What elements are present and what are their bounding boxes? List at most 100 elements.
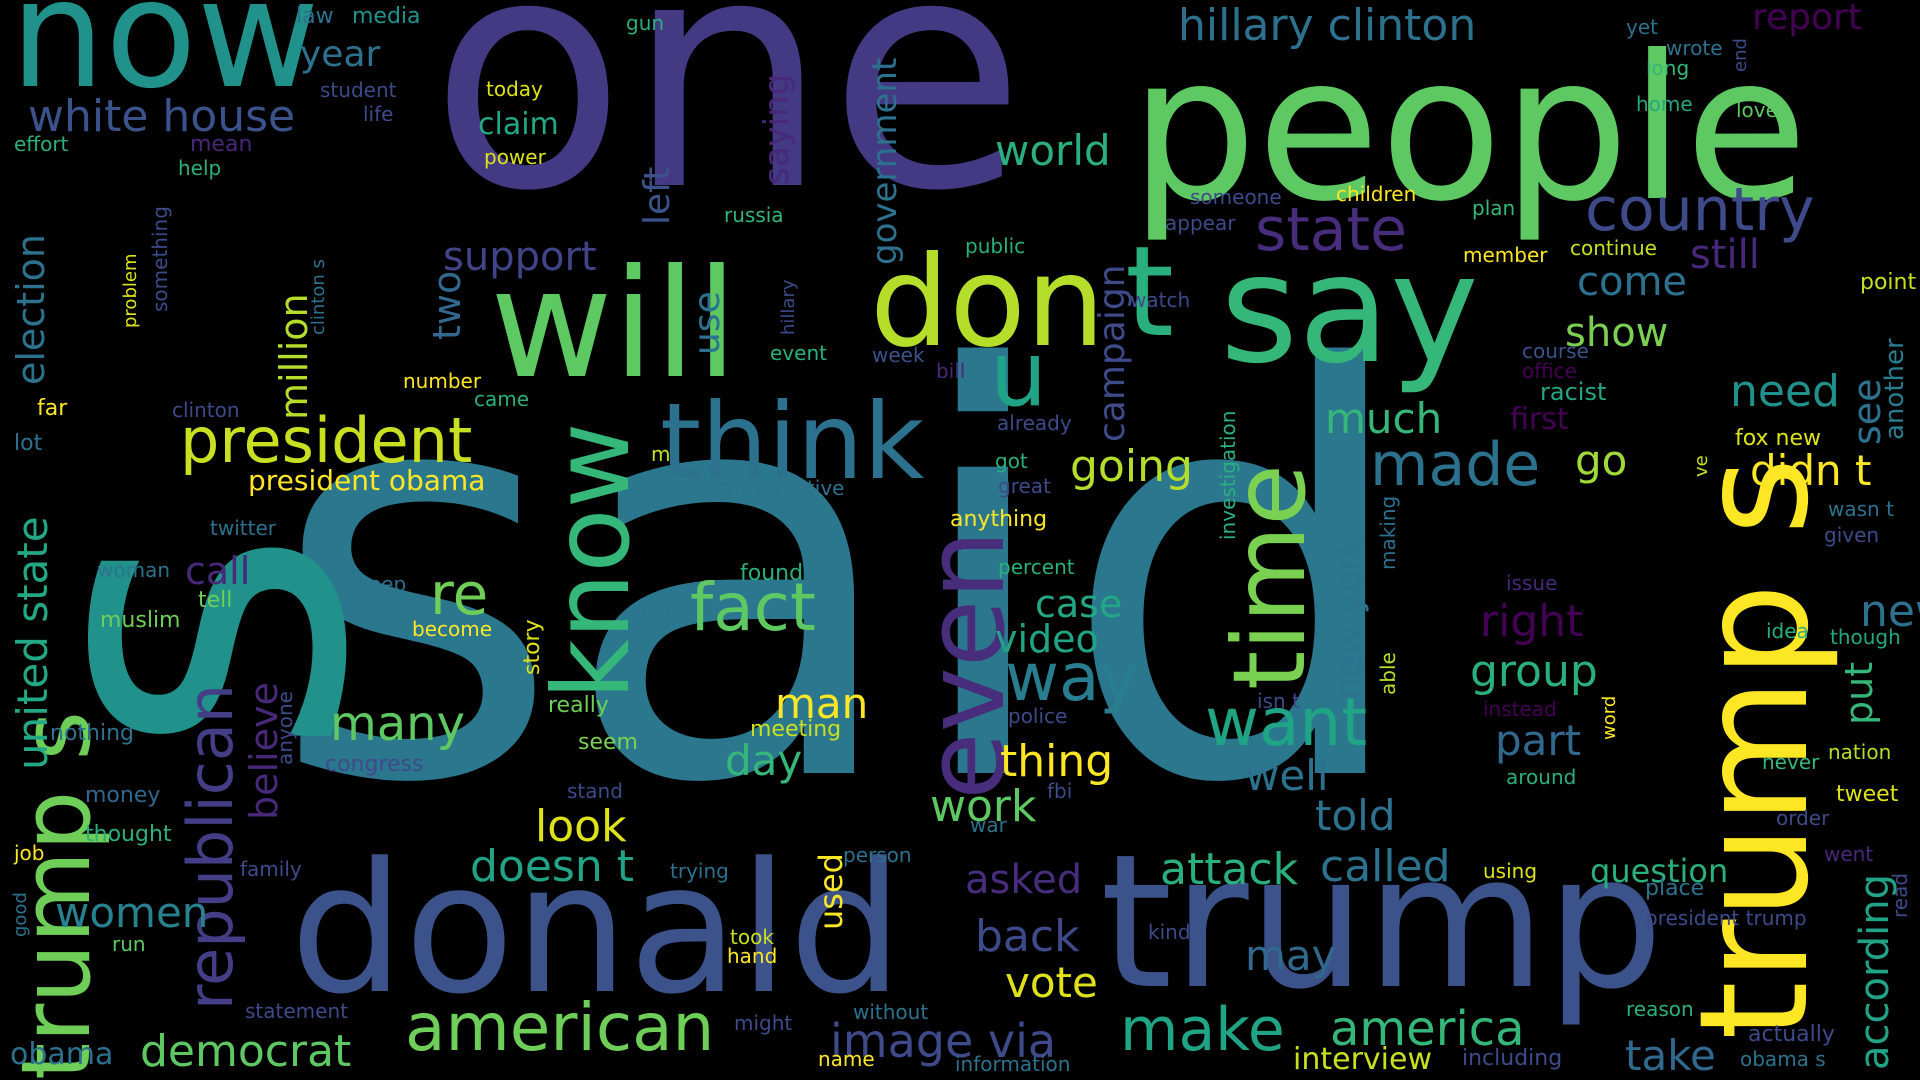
word-got: got xyxy=(995,449,1028,473)
word-power: power xyxy=(484,145,546,169)
word-call: call xyxy=(185,549,251,593)
word-people: people xyxy=(1130,13,1808,246)
word-went: went xyxy=(1824,842,1874,866)
word-ve: ve xyxy=(1691,455,1712,477)
word-member: member xyxy=(1463,243,1548,267)
word-man: man xyxy=(775,679,869,728)
word-place: place xyxy=(1645,876,1705,901)
word-public: public xyxy=(965,234,1026,258)
word-america: america xyxy=(1330,1001,1525,1057)
word-election: election xyxy=(9,234,53,385)
word-continue: continue xyxy=(1570,236,1657,260)
word-take: take xyxy=(1625,1031,1716,1080)
word-didn-t: didn t xyxy=(1750,446,1872,495)
word-conservative: conservative xyxy=(716,476,845,500)
word-obama: obama xyxy=(10,1037,114,1072)
word-something: something xyxy=(148,206,172,312)
word-new-york: new york xyxy=(1329,535,1370,700)
word-point: point xyxy=(1860,270,1917,295)
word-woman: woman xyxy=(97,558,171,582)
word-tell: tell xyxy=(198,588,233,613)
word-life: life xyxy=(363,102,394,126)
word-far: far xyxy=(37,396,68,421)
word-order: order xyxy=(1776,806,1830,830)
word-m: m xyxy=(651,442,671,466)
word-week: week xyxy=(872,343,925,367)
word-around: around xyxy=(1506,765,1577,789)
word-made: made xyxy=(1370,430,1541,500)
word-give: give xyxy=(635,599,678,623)
word-many: many xyxy=(330,696,465,752)
word-isn-t: isn t xyxy=(1257,689,1300,713)
word-children: children xyxy=(1336,182,1417,206)
word-name: name xyxy=(818,1047,875,1071)
word-want: want xyxy=(1205,684,1368,761)
word-clinton: clinton xyxy=(172,398,240,422)
word-came: came xyxy=(474,387,530,411)
word-two: two xyxy=(425,270,469,340)
word-hillary: hillary xyxy=(778,279,799,336)
word-thing: thing xyxy=(1000,736,1114,787)
word-claim: claim xyxy=(478,107,559,142)
word-good: good xyxy=(10,892,31,937)
word-trying: trying xyxy=(670,859,729,883)
word-think: think xyxy=(660,381,925,503)
word-stand: stand xyxy=(567,779,623,803)
word-year: year xyxy=(300,34,381,75)
word-using: using xyxy=(1483,859,1538,883)
word-tweet: tweet xyxy=(1836,782,1899,807)
word-left: left xyxy=(637,166,678,225)
word-saying: saying xyxy=(757,73,797,185)
word-great: great xyxy=(998,474,1051,498)
word-found: found xyxy=(740,561,804,586)
word-event: event xyxy=(770,341,827,365)
word-right: right xyxy=(1480,596,1584,647)
word-issue: issue xyxy=(1506,571,1558,595)
word-say: say xyxy=(1220,223,1479,397)
word-investigation: investigation xyxy=(1216,410,1240,540)
word-congress: congress xyxy=(325,752,424,777)
word-need: need xyxy=(1730,366,1840,417)
word-american: american xyxy=(405,989,715,1066)
word-said: said xyxy=(270,254,1416,906)
word-run: run xyxy=(112,932,146,956)
word-group: group xyxy=(1470,646,1598,697)
word-become: become xyxy=(412,617,493,641)
word-problem: problem xyxy=(120,253,141,328)
word-may: may xyxy=(1245,931,1337,980)
word-re: re xyxy=(430,560,489,628)
word-don: don xyxy=(870,230,1106,375)
word-including: including xyxy=(1462,1046,1563,1071)
word-day: day xyxy=(725,736,803,785)
word-image-via: image via xyxy=(830,1014,1057,1068)
word-lot: lot xyxy=(14,431,43,456)
word-support: support xyxy=(443,234,597,280)
word-law: law xyxy=(296,4,334,29)
word-job: job xyxy=(14,841,45,865)
word-t: t xyxy=(1125,220,1175,365)
word-anyone: anyone xyxy=(273,691,297,765)
word-help: help xyxy=(178,156,222,180)
word-wasn-t: wasn t xyxy=(1828,497,1894,521)
word-hand: hand xyxy=(727,944,778,968)
word-anything: anything xyxy=(950,507,1048,532)
word-use: use xyxy=(687,291,728,355)
word-seem: seem xyxy=(578,730,638,755)
word-much: much xyxy=(1325,394,1443,443)
word-idea: idea xyxy=(1766,619,1809,643)
word-though: though xyxy=(1830,625,1901,649)
word-show: show xyxy=(1565,310,1669,356)
word-course: course xyxy=(1522,339,1589,363)
word-donald: donald xyxy=(290,825,904,1034)
word-effort: effort xyxy=(14,132,69,156)
word-trump-s-right: trump s xyxy=(1668,457,1842,1040)
word-told: told xyxy=(1315,791,1396,840)
word-called: called xyxy=(1320,841,1451,892)
word-family: family xyxy=(240,857,302,881)
word-president: president xyxy=(180,404,473,477)
word-hillary-clinton: hillary clinton xyxy=(1178,0,1477,51)
word-making: making xyxy=(1376,495,1400,570)
word-go: go xyxy=(1575,436,1628,485)
word-united-state: united state xyxy=(8,516,57,770)
